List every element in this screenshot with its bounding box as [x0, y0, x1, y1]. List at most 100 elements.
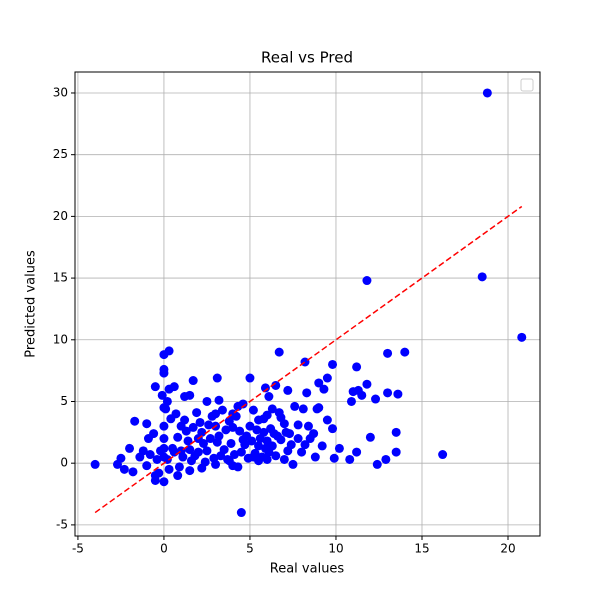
scatter-point: [173, 432, 183, 442]
scatter-point: [260, 383, 270, 393]
x-tick-label: 0: [160, 542, 168, 556]
scatter-point: [228, 461, 238, 471]
scatter-point: [288, 459, 298, 469]
scatter-point: [279, 419, 289, 429]
scatter-point: [152, 454, 162, 464]
scatter-point: [254, 441, 264, 451]
scatter-point: [174, 462, 184, 472]
scatter-point: [138, 446, 148, 456]
scatter-point: [130, 416, 140, 426]
scatter-point: [211, 459, 221, 469]
scatter-point: [383, 388, 393, 398]
scatter-point: [267, 404, 277, 414]
legend: [520, 78, 534, 92]
scatter-point: [145, 450, 155, 460]
y-tick-label: 30: [53, 85, 68, 99]
scatter-point: [252, 425, 262, 435]
scatter-point: [302, 388, 312, 398]
scatter-point: [221, 425, 231, 435]
scatter-point: [190, 451, 200, 461]
scatter-point: [264, 392, 274, 402]
scatter-point: [381, 454, 391, 464]
x-tick-label: 5: [246, 542, 254, 556]
scatter-point: [393, 389, 403, 399]
scatter-point: [159, 350, 169, 360]
scatter-point: [188, 422, 198, 432]
scatter-point: [328, 359, 338, 369]
scatter-point: [180, 415, 190, 425]
y-tick-label: 25: [53, 147, 68, 161]
scatter-point: [272, 431, 282, 441]
scatter-point: [310, 452, 320, 462]
scatter-point: [157, 390, 167, 400]
x-tick-label: 20: [500, 542, 515, 556]
y-tick-label: 10: [53, 332, 68, 346]
scatter-point: [517, 332, 527, 342]
scatter-point: [150, 382, 160, 392]
scatter-point: [236, 508, 246, 518]
scatter-point: [328, 424, 338, 434]
scatter-point: [254, 456, 264, 466]
scatter-point: [181, 426, 191, 436]
scatter-point: [205, 434, 215, 444]
y-tick-label: 5: [60, 394, 68, 408]
scatter-point: [159, 368, 169, 378]
scatter-point: [212, 437, 222, 447]
scatter-point: [185, 445, 195, 455]
scatter-point: [303, 421, 313, 431]
scatter-point: [204, 420, 214, 430]
scatter-point: [229, 450, 239, 460]
scatter-point: [383, 348, 393, 358]
scatter-point: [271, 451, 281, 461]
scatter-point: [274, 408, 284, 418]
scatter-point: [226, 438, 236, 448]
scatter-point: [293, 434, 303, 444]
y-tick-label: -5: [56, 517, 68, 531]
scatter-point: [352, 447, 362, 457]
scatter-point: [348, 387, 358, 397]
scatter-point: [281, 427, 291, 437]
scatter-point: [250, 448, 260, 458]
scatter-point: [202, 446, 212, 456]
y-tick-label: 0: [60, 456, 68, 470]
scatter-point: [357, 390, 367, 400]
scatter-point: [329, 453, 339, 463]
scatter-point: [235, 426, 245, 436]
scatter-point: [125, 443, 135, 453]
chart-title: Real vs Pred: [261, 49, 353, 67]
scatter-point: [159, 421, 169, 431]
scatter-point: [159, 477, 169, 487]
y-tick-label: 20: [53, 209, 68, 223]
scatter-point: [438, 450, 448, 460]
scatter-point: [149, 429, 159, 439]
scatter-point: [346, 396, 356, 406]
scatter-point: [223, 454, 233, 464]
scatter-point: [482, 88, 492, 98]
scatter-point: [309, 429, 319, 439]
scatter-point: [185, 390, 195, 400]
scatter-point: [391, 447, 401, 457]
scatter-point: [159, 434, 169, 444]
scatter-point: [371, 394, 381, 404]
plot-area: [90, 88, 527, 518]
y-axis-label: Predicted values: [24, 250, 39, 358]
scatter-point: [128, 467, 138, 477]
scatter-point: [290, 401, 300, 411]
scatter-point: [274, 347, 284, 357]
scatter-point: [248, 405, 258, 415]
scatter-point: [298, 404, 308, 414]
scatter-point: [362, 379, 372, 389]
scatter-point: [211, 409, 221, 419]
scatter-point: [243, 453, 253, 463]
scatter-point: [183, 436, 193, 446]
x-tick-label: -5: [72, 542, 84, 556]
scatter-point: [214, 395, 224, 405]
scatter-point: [112, 459, 122, 469]
scatter-point: [279, 454, 289, 464]
scatter-point: [255, 434, 265, 444]
x-tick-label: 10: [328, 542, 343, 556]
scatter-point: [319, 384, 329, 394]
scatter-point: [173, 471, 183, 481]
